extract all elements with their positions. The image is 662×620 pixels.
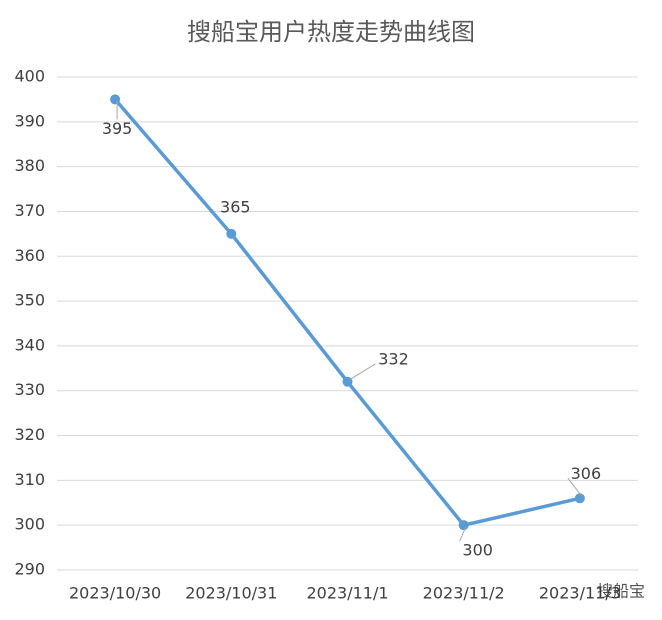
- y-tick-label: 340: [14, 335, 45, 354]
- y-tick-label: 390: [14, 111, 45, 130]
- watermark: 搜船宝: [597, 582, 645, 601]
- leader-line: [567, 477, 583, 497]
- point: [110, 94, 121, 105]
- y-tick-label: 310: [14, 470, 45, 489]
- y-tick-label: 330: [14, 380, 45, 399]
- y-tick-label: 400: [14, 67, 45, 86]
- data-label: 395: [102, 119, 133, 138]
- x-tick-label: 2023/11/1: [306, 584, 388, 603]
- leader-line: [459, 526, 467, 542]
- y-tick-label: 380: [14, 156, 45, 175]
- y-tick-label: 370: [14, 201, 45, 220]
- data-label: 306: [571, 464, 602, 483]
- data-label: 332: [378, 349, 409, 368]
- y-tick-label: 300: [14, 515, 45, 534]
- x-tick-label: 2023/11/3: [539, 584, 621, 603]
- point: [458, 520, 469, 531]
- y-tick-label: 320: [14, 425, 45, 444]
- data-label: 365: [220, 197, 251, 216]
- point: [574, 493, 585, 504]
- y-tick-label: 350: [14, 291, 45, 310]
- x-tick-label: 2023/10/31: [185, 584, 277, 603]
- data-label: 300: [462, 541, 493, 560]
- x-tick-label: 2023/11/2: [423, 584, 505, 603]
- chart-title: 搜船宝用户热度走势曲线图: [187, 18, 475, 46]
- y-tick-label: 360: [14, 246, 45, 265]
- x-tick-label: 2023/10/30: [69, 584, 161, 603]
- point: [226, 228, 237, 239]
- leader-line: [349, 363, 376, 381]
- y-tick-label: 290: [14, 560, 45, 579]
